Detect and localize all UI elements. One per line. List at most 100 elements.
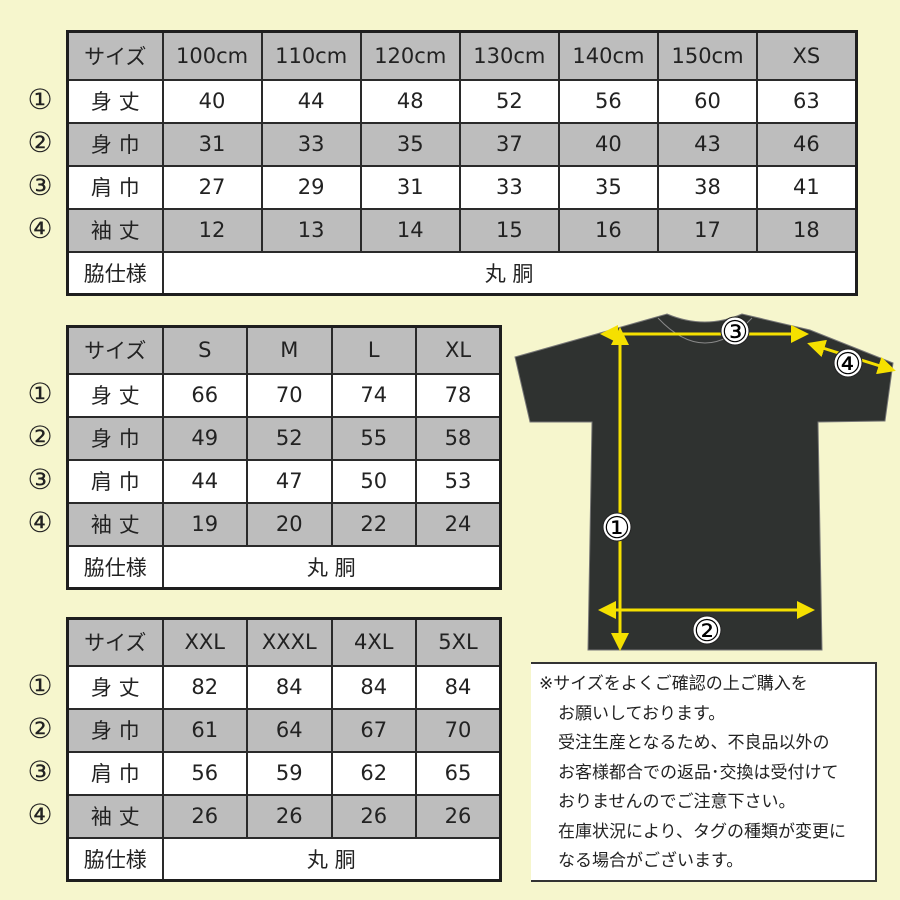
notice-line: 在庫状況により、タグの種類が変更に (558, 821, 846, 842)
table-cell: 身 丈 (66, 664, 164, 710)
table-cell: 37 (458, 121, 560, 167)
row-marker: ① (27, 376, 53, 410)
table-cell: 64 (246, 707, 333, 753)
table-cell: 丸 胴 (161, 250, 858, 296)
table-cell: 44 (260, 78, 362, 124)
table-cell: 26 (330, 793, 417, 839)
table-cell: 53 (415, 458, 502, 504)
table-cell: 26 (246, 793, 333, 839)
size-table: サイズ XXL XXXL 4XL 5XL 身 丈 82 84 84 84 身 巾 61 64 67 70 肩 … (66, 617, 502, 882)
table-cell: 身 丈 (66, 78, 164, 124)
row-marker: ③ (27, 754, 53, 788)
table-cell: 身 巾 (66, 415, 164, 461)
svg-text:①: ① (604, 511, 631, 546)
table-cell: 65 (415, 750, 502, 796)
row-marker: ④ (27, 797, 53, 831)
table-cell: 150cm (656, 30, 759, 81)
table-cell: 身 巾 (66, 121, 164, 167)
table-row: 脇仕様丸 胴 (66, 544, 502, 590)
table-cell: 丸 胴 (161, 544, 502, 590)
table-cell: 袖 丈 (66, 501, 164, 547)
table-cell: 82 (161, 664, 248, 710)
table-cell: 20 (246, 501, 333, 547)
table-cell: 48 (359, 78, 461, 124)
tshirt-shape (514, 313, 894, 651)
table-cell: 14 (359, 207, 461, 253)
table-cell: 肩 巾 (66, 750, 164, 796)
table-cell: 35 (557, 164, 659, 210)
notice-line: 受注生産となるため、不良品以外の (558, 733, 830, 753)
table-cell: 身 巾 (66, 707, 164, 753)
table-cell: 31 (359, 164, 461, 210)
table-cell: 5XL (415, 617, 502, 667)
row-marker: ③ (27, 168, 53, 202)
notice-box: ※サイズをよくご確認の上ご購入を お願いしております。 受注生産となるため、不良… (531, 662, 877, 882)
table-cell: 74 (330, 372, 417, 418)
table-cell: 63 (756, 78, 858, 124)
table-cell: 16 (557, 207, 659, 253)
table-cell: 31 (161, 121, 263, 167)
table-cell: S (161, 325, 248, 375)
table-cell: 60 (656, 78, 759, 124)
notice-line: お客様都合での返品･交換は受付けて (558, 762, 839, 783)
table-cell: M (246, 325, 333, 375)
table-row: 袖 丈 12 13 14 15 16 17 18 (66, 207, 858, 253)
table-cell: 56 (557, 78, 659, 124)
table-row: 身 丈 82 84 84 84 (66, 664, 502, 710)
table-cell: 49 (161, 415, 248, 461)
table-row: 脇仕様丸 胴 (66, 836, 502, 882)
table-cell: 17 (656, 207, 759, 253)
row-marker: ③ (27, 462, 53, 496)
row-marker: ① (27, 668, 53, 702)
row-marker: ④ (27, 505, 53, 539)
table-row: サイズ S M L XL (66, 325, 502, 375)
table-cell: 70 (246, 372, 333, 418)
table-cell: 肩 巾 (66, 458, 164, 504)
table-row: 袖 丈 19 20 22 24 (66, 501, 502, 547)
table-row: 身 巾 61 64 67 70 (66, 707, 502, 753)
table-cell: 58 (415, 415, 502, 461)
table-cell: 140cm (557, 30, 659, 81)
table-cell: 84 (330, 664, 417, 710)
table-cell: 61 (161, 707, 248, 753)
table-cell: サイズ (66, 617, 164, 667)
svg-text:②: ② (694, 614, 721, 649)
table-cell: 84 (415, 664, 502, 710)
notice-line: なる場合がございます。 (558, 851, 744, 871)
table-row: 身 巾 31 33 35 37 40 43 46 (66, 121, 858, 167)
table-cell: 55 (330, 415, 417, 461)
table-cell: L (330, 325, 417, 375)
table-cell: 袖 丈 (66, 207, 164, 253)
table-cell: 59 (246, 750, 333, 796)
table-cell: 130cm (458, 30, 560, 81)
table-cell: 13 (260, 207, 362, 253)
row-marker: ② (27, 419, 53, 453)
table-cell: 袖 丈 (66, 793, 164, 839)
table-cell: 15 (458, 207, 560, 253)
table-cell: 40 (161, 78, 263, 124)
table-cell: 4XL (330, 617, 417, 667)
table-row: 袖 丈 26 26 26 26 (66, 793, 502, 839)
table-row: 脇仕様丸 胴 (66, 250, 858, 296)
table-cell: 50 (330, 458, 417, 504)
label-length: ① (602, 511, 632, 546)
table-cell: 26 (161, 793, 248, 839)
table-cell: 脇仕様 (66, 836, 164, 882)
table-cell: 脇仕様 (66, 250, 164, 296)
notice-line: ※サイズをよくご確認の上ご購入を (539, 674, 808, 694)
table-cell: 22 (330, 501, 417, 547)
table-cell: 52 (246, 415, 333, 461)
table-cell: 26 (415, 793, 502, 839)
table-cell: 78 (415, 372, 502, 418)
table-cell: 29 (260, 164, 362, 210)
table-cell: 62 (330, 750, 417, 796)
table-cell: 100cm (161, 30, 263, 81)
size-table: サイズ S M L XL 身 丈 66 70 74 78 身 巾 49 52 55 58 肩 巾 44 47 50 5… (66, 325, 502, 590)
table-cell: 肩 巾 (66, 164, 164, 210)
table-cell: XXXL (246, 617, 333, 667)
table-cell: 56 (161, 750, 248, 796)
row-marker: ④ (27, 211, 53, 245)
table-cell: 19 (161, 501, 248, 547)
